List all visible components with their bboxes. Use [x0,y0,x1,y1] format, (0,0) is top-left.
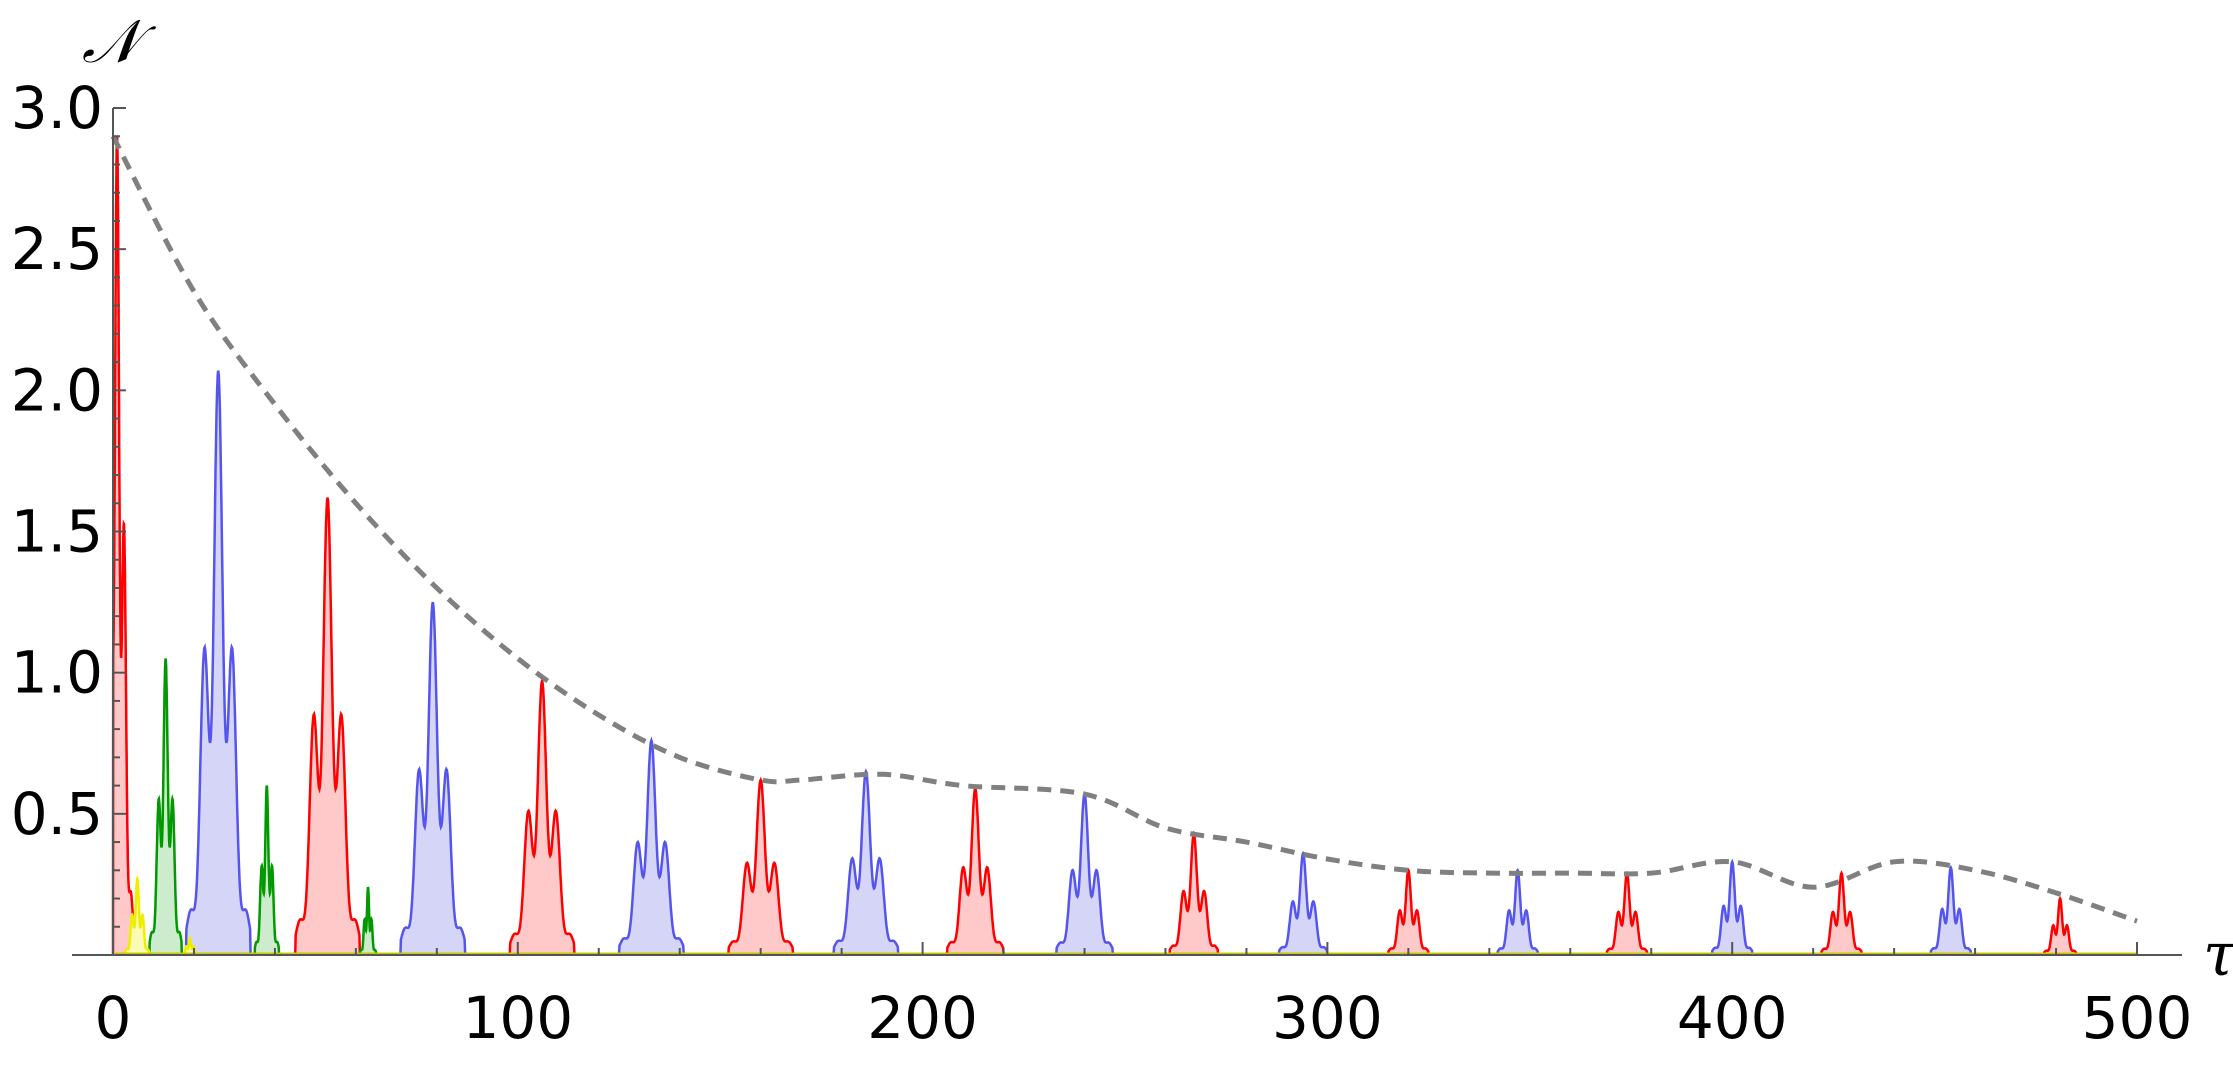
peak-fill-red-2 [509,681,575,955]
peak-line-red-0 [111,136,135,956]
x-tick-label: 500 [2082,984,2193,1052]
y-tick-label: 1.5 [11,498,103,566]
peak-line-blue-5 [1277,850,1329,956]
peak-fill-blue-8 [1930,867,1971,955]
peak-fill-blue-1 [400,602,466,955]
x-tick-label: 200 [867,984,978,1052]
axes: 0 100 200 300 400 500 0.5 1.0 1.5 2.0 2.5 3.0𝒩τ [11,7,2233,1052]
peak-line-red-6 [1386,867,1430,956]
y-tick-label: 2.0 [11,356,103,424]
x-tick-label: 400 [1677,984,1788,1052]
envelope-line [110,135,2138,924]
peak-line-red-9 [2042,896,2078,956]
peak-fill-red-5 [1169,833,1219,955]
peak-line-red-8 [1820,870,1863,956]
y-tick-label: 2.5 [11,215,103,283]
x-axis-title: τ [2203,920,2233,990]
peak-fill-green-0 [149,658,182,955]
peak-line-red-2 [508,676,576,956]
x-tick-label: 0 [95,984,132,1052]
peak-line-blue-7 [1710,858,1754,956]
peak-line-blue-8 [1929,864,1973,956]
peak-fill-blue-2 [619,740,684,955]
peak-fill-blue-5 [1278,853,1328,955]
peak-line-green-0 [148,658,184,956]
y-tick-label: 0.5 [11,780,103,848]
peak-fill-red-4 [946,788,1004,955]
peak-fill-blue-6 [1497,870,1538,955]
peak-line-green-2 [358,886,378,956]
peak-line-blue-1 [399,601,467,956]
peak-fill-red-7 [1606,873,1648,955]
peak-line-yellow-0 [123,874,151,956]
peak-fill-red-9 [2043,898,2077,955]
peak-line-red-3 [727,776,795,956]
peak-fill-blue-7 [1712,861,1753,955]
peak-line-blue-3 [832,768,900,956]
peak-line-green-1 [253,785,281,956]
series-red [111,136,2078,956]
x-tick-label: 100 [462,984,573,1052]
peak-fill-blue-4 [1056,794,1113,955]
series-green [148,658,378,956]
y-tick-label: 1.0 [11,639,103,707]
y-axis-title: 𝒩 [82,7,157,77]
peak-line-red-1 [293,497,362,956]
peak-line-blue-6 [1496,867,1540,956]
peak-fill-red-8 [1821,873,1862,955]
x-tick-label: 300 [1272,984,1383,1052]
series-blue [184,370,1973,956]
y-tick-label: 3.0 [11,74,103,142]
plot-area [110,135,2138,956]
peak-fill-blue-0 [185,370,251,956]
peak-line-blue-2 [617,736,686,956]
peak-fill-red-3 [728,780,794,955]
peak-fill-red-1 [295,497,360,955]
peak-line-blue-0 [184,370,252,956]
peak-fill-red-6 [1388,870,1429,955]
peak-fill-blue-3 [833,771,899,955]
